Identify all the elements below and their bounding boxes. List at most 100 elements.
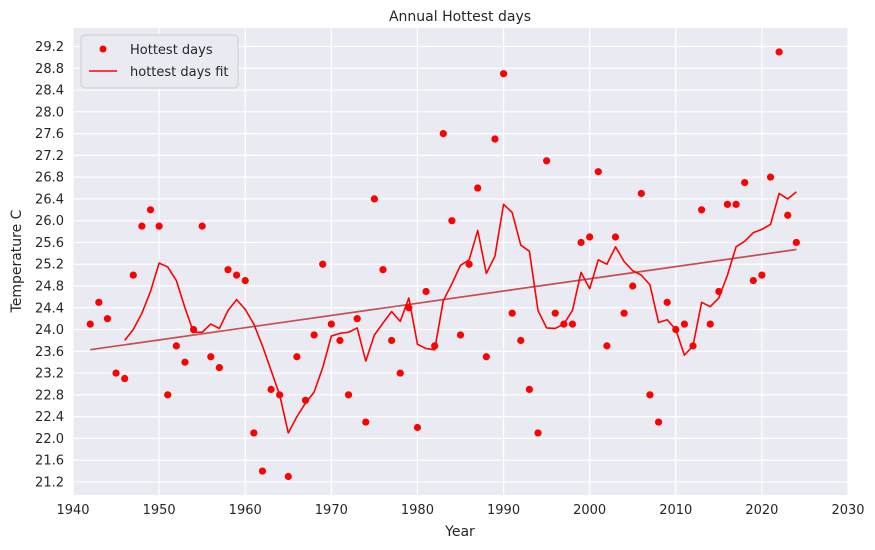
hottest-day-point bbox=[792, 238, 800, 247]
legend: Hottest days hottest days fit bbox=[80, 34, 239, 89]
hottest-day-point bbox=[594, 168, 602, 176]
y-tick-label: 26.4 bbox=[35, 192, 64, 207]
hottest-day-point bbox=[543, 157, 551, 165]
hottest-day-point bbox=[586, 233, 594, 241]
y-tick-label: 22.4 bbox=[35, 410, 64, 425]
hottest-day-point bbox=[344, 391, 353, 399]
hottest-day-point bbox=[551, 309, 559, 317]
hottest-day-point bbox=[293, 353, 301, 361]
hottest-day-point bbox=[155, 222, 163, 230]
y-tick-label: 26.0 bbox=[35, 214, 64, 229]
hottest-day-point bbox=[224, 266, 232, 274]
y-tick-label: 28.8 bbox=[35, 62, 64, 77]
hottest-day-point bbox=[723, 200, 732, 208]
hottest-day-point bbox=[715, 287, 723, 296]
legend-label-hottest-days-fit: hottest days fit bbox=[130, 65, 229, 80]
hottest-day-point bbox=[646, 391, 654, 399]
hottest-day-point bbox=[336, 336, 344, 345]
hottest-day-point bbox=[327, 320, 335, 328]
hottest-day-point bbox=[353, 315, 361, 323]
hottest-day-point bbox=[611, 233, 620, 241]
x-tick-label: 1970 bbox=[315, 503, 348, 518]
x-tick-label: 1950 bbox=[143, 503, 176, 518]
x-tick-label: 2020 bbox=[745, 503, 778, 518]
y-tick-label: 24.8 bbox=[35, 279, 64, 294]
hottest-day-point bbox=[181, 358, 189, 366]
hottest-day-point bbox=[198, 222, 206, 230]
hottest-day-point bbox=[379, 266, 387, 274]
hottest-day-point bbox=[207, 353, 215, 361]
hottest-day-point bbox=[388, 336, 396, 345]
y-axis-title: Temperature C bbox=[9, 209, 25, 313]
hottest-day-point bbox=[112, 369, 120, 377]
hottest-day-point bbox=[525, 385, 533, 394]
hottest-day-point bbox=[672, 325, 680, 334]
hottest-day-point bbox=[637, 189, 645, 198]
hottest-day-point bbox=[189, 325, 198, 334]
x-tick-label: 2010 bbox=[659, 503, 692, 518]
hottest-day-point bbox=[534, 429, 542, 437]
y-tick-label: 28.4 bbox=[35, 84, 64, 99]
hottest-day-point bbox=[95, 298, 103, 306]
hottest-day-point bbox=[456, 331, 465, 339]
y-tick-label: 21.6 bbox=[35, 454, 64, 469]
hottest-day-point bbox=[422, 287, 430, 296]
y-tick-label: 27.6 bbox=[35, 127, 64, 142]
hottest-day-point bbox=[482, 353, 490, 361]
legend-box bbox=[80, 34, 239, 89]
x-axis-title: Year bbox=[444, 524, 475, 540]
hottest-day-point bbox=[749, 276, 757, 285]
y-tick-label: 24.4 bbox=[35, 301, 64, 316]
hottest-day-point bbox=[448, 217, 456, 225]
hottest-day-point bbox=[413, 423, 422, 432]
hottest-day-point bbox=[491, 135, 499, 143]
hottest-day-point bbox=[508, 309, 516, 317]
y-tick-label: 22.0 bbox=[35, 432, 64, 447]
x-tick-label: 2030 bbox=[831, 503, 864, 518]
y-tick-label: 22.8 bbox=[35, 388, 64, 403]
hottest-day-point bbox=[129, 271, 137, 279]
hottest-day-point bbox=[258, 467, 267, 475]
hottest-day-point bbox=[233, 271, 241, 279]
y-tick-label: 23.2 bbox=[35, 367, 64, 382]
hottest-day-point bbox=[758, 271, 766, 279]
y-tick-label: 28.0 bbox=[35, 105, 64, 120]
hottest-day-point bbox=[103, 315, 112, 323]
hottest-day-point bbox=[146, 206, 155, 214]
hottest-day-point bbox=[241, 276, 249, 285]
hottest-day-point bbox=[319, 260, 327, 268]
hottest-day-point bbox=[517, 336, 525, 345]
y-tick-label: 25.6 bbox=[35, 236, 64, 251]
y-tick-label: 24.0 bbox=[35, 323, 64, 338]
hottest-day-point bbox=[689, 342, 697, 350]
hottest-day-point bbox=[284, 472, 292, 481]
hottest-day-point bbox=[362, 418, 370, 426]
x-tick-label: 2000 bbox=[573, 503, 606, 518]
hottest-day-point bbox=[732, 200, 740, 208]
hottest-day-point bbox=[405, 304, 413, 312]
hottest-day-point bbox=[465, 260, 473, 268]
data-series bbox=[86, 48, 800, 481]
y-tick-label: 26.8 bbox=[35, 171, 64, 186]
hottest-day-point bbox=[310, 331, 318, 339]
hottest-day-point bbox=[267, 385, 275, 394]
hottest-day-point bbox=[741, 178, 749, 187]
hottest-day-point bbox=[431, 342, 439, 350]
y-tick-label: 27.2 bbox=[35, 149, 64, 164]
hottest-day-point bbox=[276, 391, 284, 399]
hottest-days-fit-line bbox=[124, 191, 797, 434]
hottest-day-point bbox=[250, 429, 258, 437]
hottest-day-point bbox=[164, 391, 172, 399]
chart-title: Annual Hottest days bbox=[389, 9, 531, 25]
hottest-day-point bbox=[474, 184, 482, 192]
hottest-day-point bbox=[86, 320, 94, 328]
y-tick-label: 23.6 bbox=[35, 345, 64, 360]
hottest-day-point bbox=[663, 298, 671, 306]
y-tick-label: 29.2 bbox=[35, 40, 64, 55]
hottest-day-point bbox=[215, 364, 223, 372]
legend-label-hottest-days: Hottest days bbox=[130, 43, 213, 58]
x-tick-labels: 1940 1950 1960 1970 1980 1990 2000 2010 2020 2030 bbox=[56, 503, 864, 518]
y-tick-labels: 21.2 21.6 22.0 22.4 22.8 23.2 23.6 24.0 24.4 24.8… bbox=[35, 40, 64, 490]
gridlines bbox=[72, 28, 849, 495]
